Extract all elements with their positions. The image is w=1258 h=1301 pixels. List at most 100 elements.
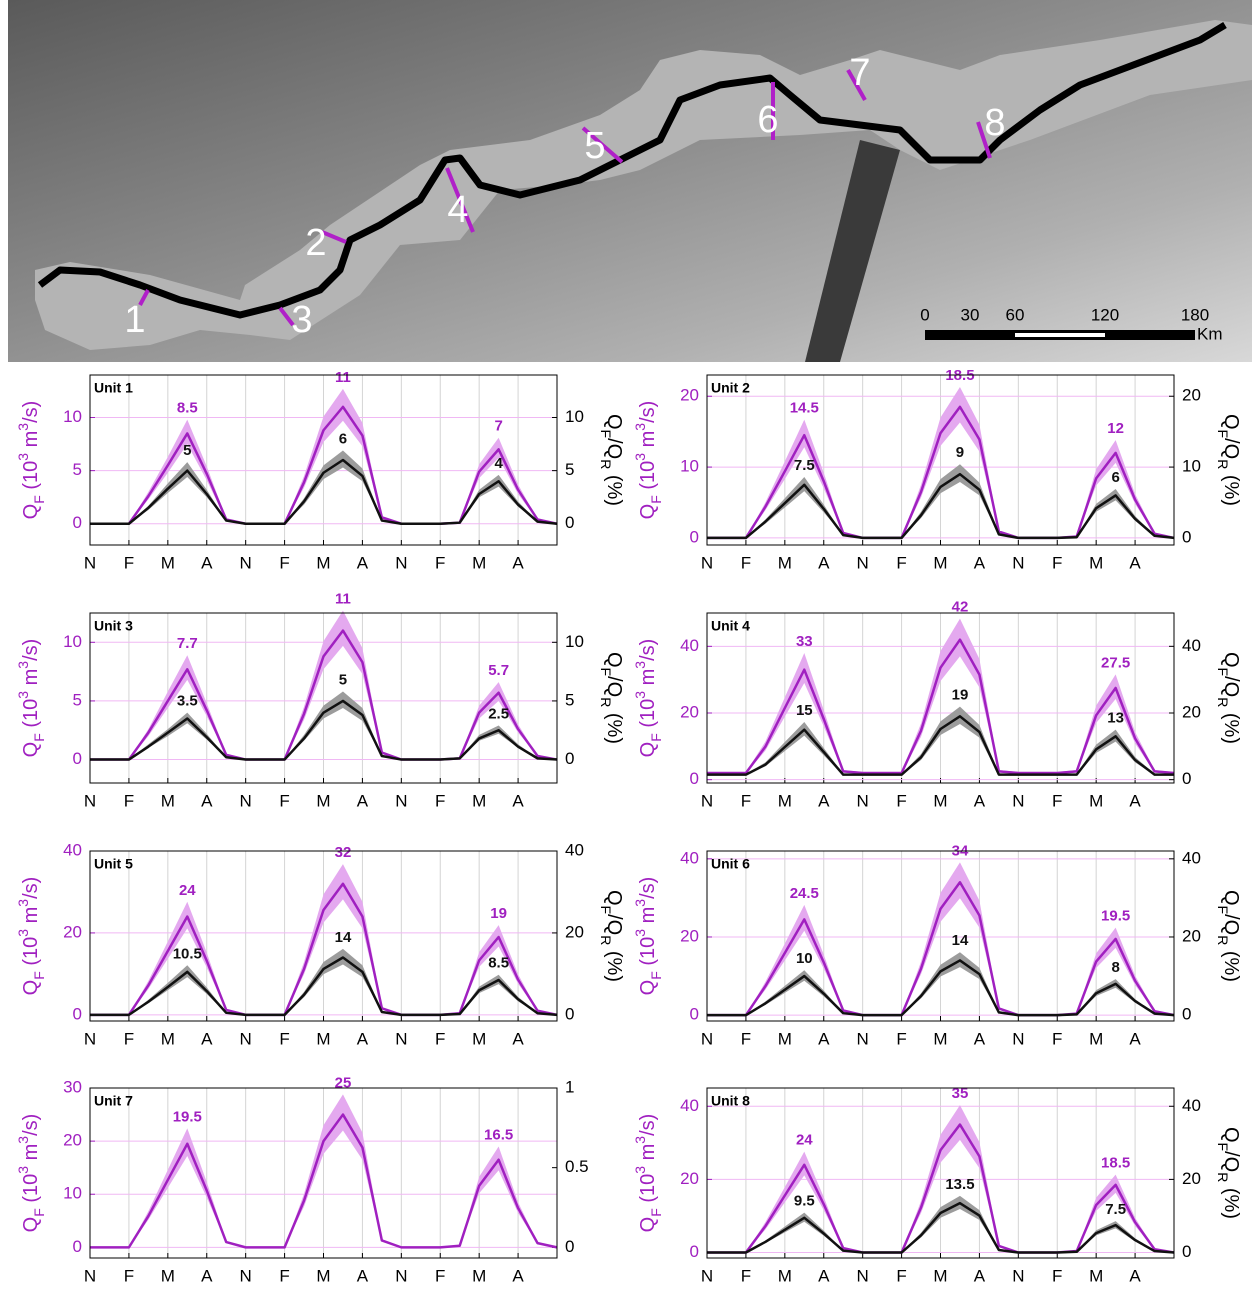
axis-label-part: 3 (15, 1166, 31, 1174)
y2-tick-label: 0 (565, 513, 574, 532)
axis-label-part: R (1215, 697, 1231, 707)
y-tick-label: 10 (63, 407, 82, 426)
axis-label-part: m (637, 669, 659, 691)
peak-label: 35 (952, 1085, 969, 1102)
axis-label-part: /s) (20, 877, 42, 899)
x-tick-label: M (472, 1266, 486, 1285)
peak-label: 24 (796, 1132, 813, 1149)
axis-label-part: (10 (20, 1174, 42, 1208)
section-label: 7 (849, 52, 870, 94)
peak-label: 6 (339, 430, 347, 447)
series-line (707, 715, 1174, 776)
axis-label-part: (10 (637, 461, 659, 495)
peak-label: 14 (952, 932, 969, 949)
y-tick-label: 5 (73, 460, 82, 479)
y-tick-label: 0 (690, 527, 699, 546)
y2-tick-label: 20 (1182, 702, 1201, 721)
axis-label-part: F (31, 495, 47, 504)
series-line (90, 458, 558, 525)
peak-label: 10.5 (173, 945, 202, 962)
axis-label-part: Q (20, 1217, 42, 1233)
axis-label-part: 3 (632, 661, 648, 669)
axis-label: QF (103 m3/s) (15, 639, 47, 758)
y2-tick-label: 5 (565, 690, 574, 709)
y-tick-label: 5 (73, 690, 82, 709)
section-label: 2 (305, 222, 326, 264)
x-tick-label: A (974, 553, 986, 572)
axis-label-part: (10 (20, 937, 42, 971)
axis-label-part: Q (20, 980, 42, 996)
axis-label-part: Q (603, 414, 625, 430)
chart-title: Unit 5 (94, 856, 133, 872)
axis-label-part: /Q (603, 438, 625, 459)
x-tick-label: F (1052, 1266, 1062, 1285)
x-tick-label: F (741, 791, 751, 810)
peak-label: 8 (1111, 959, 1119, 976)
x-tick-label: A (357, 1266, 369, 1285)
peak-label: 24.5 (790, 885, 819, 902)
scale-tick-label: 30 (961, 305, 980, 324)
axis-label-part: F (648, 733, 664, 742)
axis-label-part: R (1215, 935, 1231, 945)
x-tick-label: M (316, 791, 330, 810)
y2-tick-label: 0 (565, 1237, 574, 1256)
peak-label: 7.5 (1105, 1201, 1126, 1218)
chart-title: Unit 3 (94, 618, 133, 634)
x-tick-label: F (124, 791, 134, 810)
axis-label-part: F (598, 906, 614, 915)
chart-panel: N F M A N F M A N F M A 0 5 10 0 5 10 7.7 11 5.7 3.5 5 2.5 Unit … (15, 591, 625, 811)
tributary (805, 140, 900, 362)
axis-label-part: R (1215, 459, 1231, 469)
axis-label: QF (103 m3/s) (632, 1114, 664, 1233)
peak-label: 12 (1107, 420, 1124, 437)
chart-panel: N F M A N F M A N F M A 0 20 40 0 20 40 24 35 18.5 9.5 13.5 7.5… (632, 1085, 1242, 1285)
axis-label-part: /Q (1220, 676, 1242, 697)
y-tick-label: 20 (63, 1131, 82, 1150)
y2-tick-label: 10 (1182, 457, 1201, 476)
x-tick-label: M (472, 553, 486, 572)
axis-label: QF/QR (%) (1215, 414, 1241, 506)
x-tick-label: A (512, 1266, 524, 1285)
axis-label: QF (103 m3/s) (15, 401, 47, 520)
chart-panel: N F M A N F M A N F M A 0 10 20 0 10 20 14.5 18.5 12 7.5 9 6 Uni… (632, 367, 1242, 572)
axis-label-part: m (20, 1144, 42, 1166)
x-tick-label: M (778, 1029, 792, 1048)
axis-label-part: /s) (637, 401, 659, 423)
cross-section (321, 230, 347, 244)
x-tick-label: N (857, 791, 869, 810)
axis-label: QF/QR (%) (598, 414, 624, 506)
axis-label-part: 3 (15, 423, 31, 431)
x-tick-label: M (778, 791, 792, 810)
x-tick-label: A (201, 1266, 213, 1285)
uncertainty-band (707, 1195, 1174, 1253)
y-tick-label: 10 (63, 632, 82, 651)
y2-tick-label: 40 (565, 840, 584, 859)
cross-section (846, 69, 867, 101)
plot-frame (706, 612, 1175, 784)
axis-label-part: 3 (15, 661, 31, 669)
y-tick-label: 0 (690, 1242, 699, 1261)
series-line (90, 405, 558, 525)
y-tick-label: 0 (73, 1237, 82, 1256)
x-tick-label: F (896, 1266, 906, 1285)
axis-label-part: /s) (637, 639, 659, 661)
x-tick-label: F (1052, 791, 1062, 810)
axis-label-part: (%) (1220, 945, 1242, 982)
x-tick-label: F (741, 1266, 751, 1285)
axis-label-part: /s) (20, 639, 42, 661)
peak-label: 11 (335, 591, 351, 608)
map (8, 0, 1252, 362)
peak-label: 32 (335, 844, 352, 861)
axis-label-part: R (598, 459, 614, 469)
peak-label: 42 (952, 599, 969, 616)
peak-label: 9 (956, 444, 964, 461)
axis-label-part: m (20, 431, 42, 453)
axis-label-part: F (598, 668, 614, 677)
axis-label-part: m (20, 669, 42, 691)
x-tick-label: A (201, 791, 213, 810)
y2-tick-label: 20 (565, 922, 584, 941)
x-tick-label: M (933, 791, 947, 810)
x-tick-label: N (857, 1029, 869, 1048)
scale-tick-label: 0 (920, 305, 929, 324)
series-line (90, 956, 558, 1017)
